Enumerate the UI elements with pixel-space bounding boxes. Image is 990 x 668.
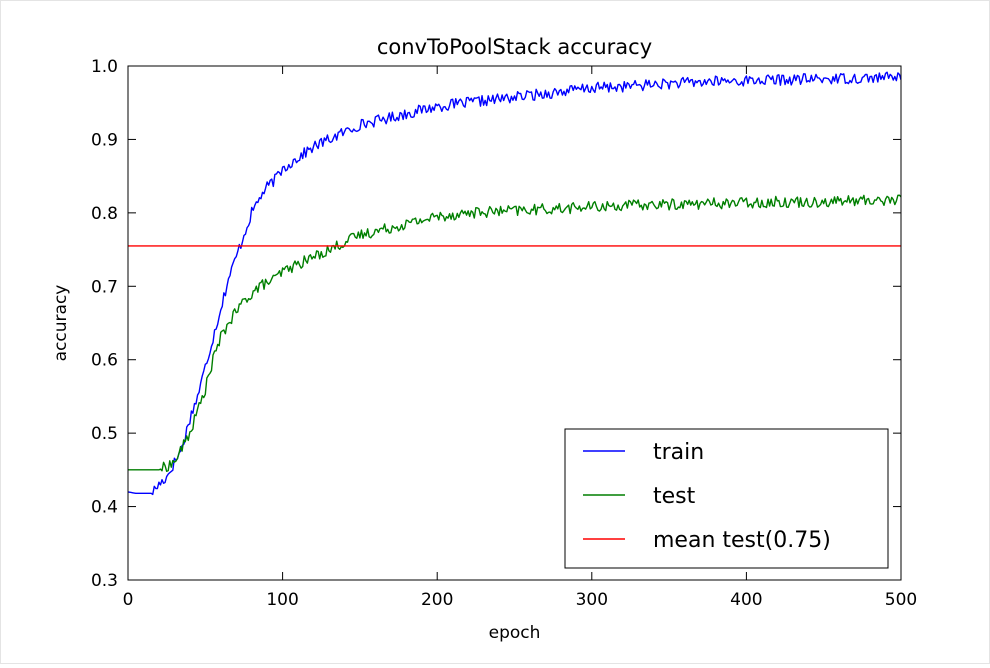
y-axis-label: accuracy [51,285,71,362]
x-tick-label: 100 [266,590,298,610]
x-tick-label: 300 [576,590,608,610]
y-tick-label: 0.9 [91,130,118,150]
y-tick-label: 0.8 [91,204,118,224]
y-tick-label: 0.6 [91,351,118,371]
series-group [128,71,901,496]
plot-area: 0 100 200 300 400 500 0.3 0.4 0.5 0.6 0.7 0.8 0.9 1.0… [91,57,917,610]
plot-frame [127,65,902,581]
legend-label-1: train [653,440,704,465]
y-tick-label: 0.4 [91,498,118,518]
legend-box [564,428,889,569]
x-tick-label: 200 [421,590,453,610]
series-line-1 [128,71,901,496]
legend-label-3: mean test(0.75) [653,528,831,553]
chart-title: convToPoolStack accuracy [377,35,652,59]
y-tick-label: 0.7 [91,277,118,297]
legend: train test mean test(0.75) [564,428,889,569]
y-tick-label: 0.3 [91,571,118,591]
x-axis-label: epoch [489,623,541,643]
series-line-2 [128,194,901,472]
x-tick-label: 0 [123,590,134,610]
y-tick-label: 1.0 [91,57,118,77]
legend-label-2: test [653,484,696,509]
x-tick-label: 400 [730,590,762,610]
y-tick-label: 0.5 [91,424,118,444]
x-tick-label: 500 [885,590,917,610]
